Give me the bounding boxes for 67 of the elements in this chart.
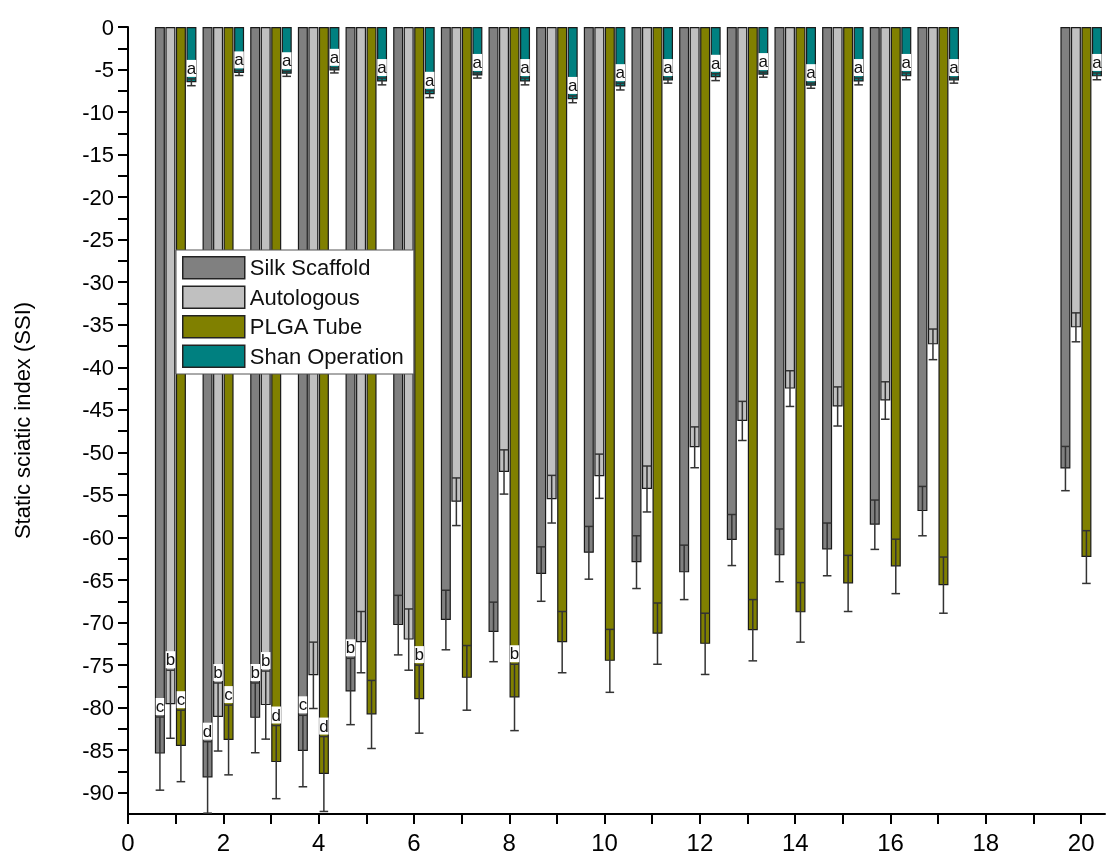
x-tick-label: 4 [311,828,326,856]
x-tick-label: 16 [877,828,904,856]
y-tick-label: -85 [82,737,114,763]
annotation: a [424,70,435,90]
y-tick-label: -35 [82,312,114,338]
x-tick-label: 20 [1067,828,1095,856]
annotation: b [345,638,356,658]
annotation: a [234,50,245,70]
annotation: a [710,53,721,73]
y-tick-label: -20 [82,184,114,210]
annotation: a [377,58,388,78]
y-tick-label: -65 [82,567,114,593]
annotation: b [250,662,260,682]
annotation: b [165,650,176,670]
legend-label: PLGA Tube [249,314,363,340]
annotation: a [329,47,340,67]
legend-label: Silk Scaffold [249,255,371,281]
annotation: a [281,51,292,71]
annotation: c [298,695,308,715]
x-tick-label: 0 [121,828,135,856]
annotation: a [1092,52,1103,72]
annotation: c [224,685,234,705]
y-tick-label: -30 [82,269,114,295]
legend-label: Autologous [249,284,360,310]
x-tick-label: 8 [502,828,516,856]
annotation: a [472,52,483,72]
annotation: b [414,645,424,665]
x-tick-label: 12 [686,828,714,856]
annotation: d [202,721,213,741]
y-tick-label: -5 [94,57,114,83]
annotation: c [155,697,165,717]
annotation: a [853,58,864,78]
annotation: a [949,58,960,78]
annotation: a [901,52,912,72]
annotation: d [319,716,329,736]
legend-label: Shan Operation [249,343,404,369]
annotation: b [509,644,520,664]
y-axis-title: Static sciatic index (SSI) [9,301,35,540]
y-tick-label: -45 [82,397,114,423]
annotation: a [758,52,769,72]
y-tick-label: -90 [82,780,114,806]
x-tick-label: 2 [216,828,230,856]
annotation: a [186,58,197,78]
annotation: a [615,63,626,83]
annotation: b [213,662,223,682]
x-tick-label: 14 [781,828,809,856]
y-tick-label: -60 [82,524,114,550]
x-tick-label: 10 [591,828,618,856]
annotation: d [271,705,281,725]
annotation: a [663,58,674,78]
annotation: a [567,75,578,95]
annotation: b [261,651,271,671]
y-tick-label: -15 [82,142,114,168]
y-tick-label: -55 [82,482,114,508]
x-tick-label: 18 [972,828,1000,856]
y-tick-label: -10 [82,99,114,125]
y-tick-label: -80 [82,695,114,721]
y-tick-label: -40 [82,354,114,380]
annotation: a [806,63,817,83]
y-tick-label: 0 [101,14,114,40]
annotation: c [176,690,186,710]
x-tick-label: 6 [407,828,421,856]
annotation: a [520,58,531,78]
y-tick-label: -75 [82,652,114,678]
y-tick-label: -50 [82,439,114,465]
y-tick-label: -70 [82,610,114,636]
y-tick-label: -25 [82,227,114,253]
